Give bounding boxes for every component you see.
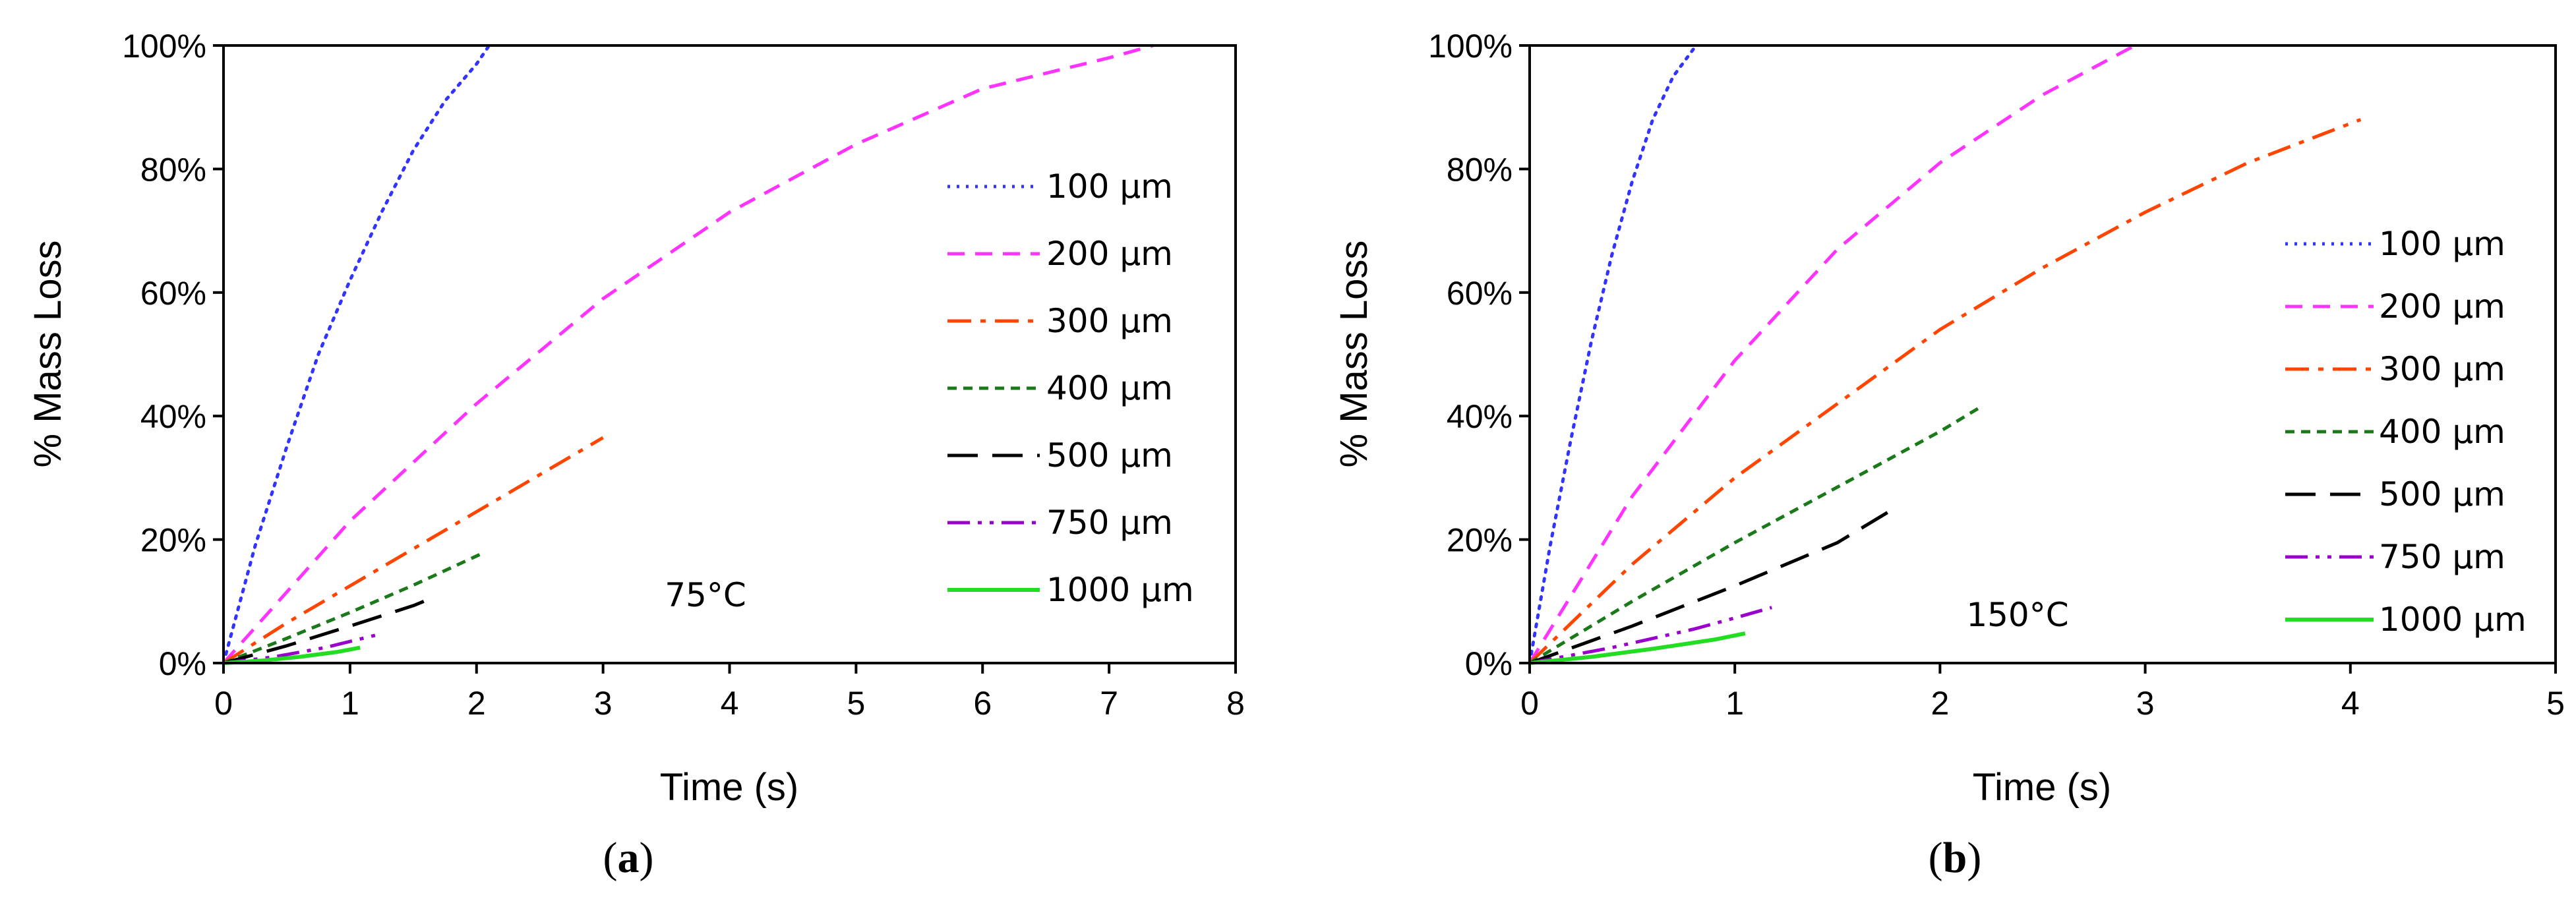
y-tick-label-a-4: 80% [140,151,206,188]
y-tick-label-b-2: 40% [1447,398,1513,435]
legend-label-a-3: 400 µm [1046,369,1173,407]
x-axis-title-a: Time (s) [660,766,798,809]
legend-label-a-4: 500 µm [1046,436,1173,475]
x-tick-label-a-5: 5 [847,685,865,722]
panel-label-b: (b) [1929,834,1982,882]
x-tick-label-b-1: 1 [1725,685,1744,722]
legend-label-a-5: 750 µm [1046,504,1173,542]
panel-label-open-a: ( [603,834,618,882]
series-line-a-6 [223,645,361,665]
legend-b: 100 µm 200 µm 300 µm 400 µm 500 µm 750 µm 1000… [2285,225,2527,639]
legend-label-b-1: 200 µm [2379,287,2505,326]
x-tick-label-a-6: 6 [973,685,992,722]
temperature-annotation-b: 150°C [1966,596,2068,634]
y-tick-label-b-0: 0% [1465,645,1513,682]
y-axis-title-a: % Mass Loss [26,241,69,468]
x-tick-label-b-3: 3 [2136,685,2155,722]
series-line-a-1 [222,44,1154,664]
y-tick-label-a-1: 20% [140,522,206,559]
series-line-b-6 [1529,631,1746,665]
legend-label-b-3: 400 µm [2379,413,2505,451]
x-axis-title-b: Time (s) [1973,766,2111,809]
legend-label-a-0: 100 µm [1046,167,1173,206]
panel-label-close-b: ) [1967,834,1981,882]
tick-group-a: 0 1 2 3 4 5 6 7 80%20%40%60%80%100% [122,28,1245,722]
plot-frame-b [1528,44,2557,664]
x-tick-label-a-0: 0 [214,685,233,722]
series-line-b-1 [1528,44,2136,664]
series-line-b-2 [1528,118,2362,664]
series-line-a-0 [222,44,491,665]
x-tick-label-a-1: 1 [341,685,359,722]
panel-label-letter-b: b [1943,834,1967,882]
x-tick-label-b-5: 5 [2546,685,2565,722]
panel-label-a: (a) [603,834,654,882]
series-line-b-0 [1528,44,1700,665]
y-tick-label-a-5: 100% [122,28,206,65]
legend-a: 100 µm 200 µm 300 µm 400 µm 500 µm 750 µm 1000… [947,167,1194,609]
x-tick-label-a-2: 2 [467,685,486,722]
legend-label-b-0: 100 µm [2379,225,2505,263]
legend-label-b-6: 1000 µm [2379,600,2527,639]
panel-label-open-b: ( [1929,834,1943,882]
y-tick-label-b-3: 60% [1447,275,1513,312]
legend-label-a-1: 200 µm [1046,235,1173,273]
y-tick-label-a-0: 0% [159,645,206,682]
y-tick-label-b-5: 100% [1428,28,1513,65]
series-group-a [222,44,1154,665]
y-tick-label-b-4: 80% [1447,151,1513,188]
x-tick-label-b-0: 0 [1520,685,1539,722]
x-tick-label-a-4: 4 [721,685,739,722]
series-line-a-5 [223,633,376,665]
series-line-b-5 [1529,606,1772,665]
legend-label-b-2: 300 µm [2379,350,2505,388]
y-tick-label-a-2: 40% [140,398,206,435]
x-tick-label-a-7: 7 [1100,685,1118,722]
series-line-a-3 [223,551,484,665]
legend-label-b-5: 750 µm [2379,538,2505,576]
temperature-annotation-a: 75°C [665,576,746,614]
series-line-a-4 [223,595,437,665]
series-group-b [1528,44,2362,665]
series-line-a-2 [222,436,604,665]
panel-label-close-a: ) [640,834,654,882]
y-tick-label-a-3: 60% [140,275,206,312]
series-line-b-4 [1529,510,1890,665]
chart-panel-b: 0 1 2 3 4 5 0% 20% 40% 60% 80% 100% Time (s) % Mass… [1333,28,2565,882]
series-line-b-3 [1528,405,1982,665]
y-tick-label-b-1: 20% [1447,522,1513,559]
y-axis-title-b: % Mass Loss [1333,241,1375,468]
x-tick-label-b-2: 2 [1931,685,1949,722]
x-tick-label-a-8: 8 [1226,685,1245,722]
x-tick-label-a-3: 3 [594,685,613,722]
chart-panel-a: 0 1 2 3 4 5 6 7 80%20%40%60%80%100% Time (s) % M… [26,28,1245,882]
panel-label-letter-a: a [618,834,640,882]
legend-label-a-6: 1000 µm [1046,571,1194,609]
x-tick-label-b-4: 4 [2341,685,2360,722]
legend-label-b-4: 500 µm [2379,475,2505,513]
tick-group-b: 0 1 2 3 4 5 0% 20% 40% 60% 80% 100% [1428,28,2565,722]
legend-label-a-2: 300 µm [1046,302,1173,340]
